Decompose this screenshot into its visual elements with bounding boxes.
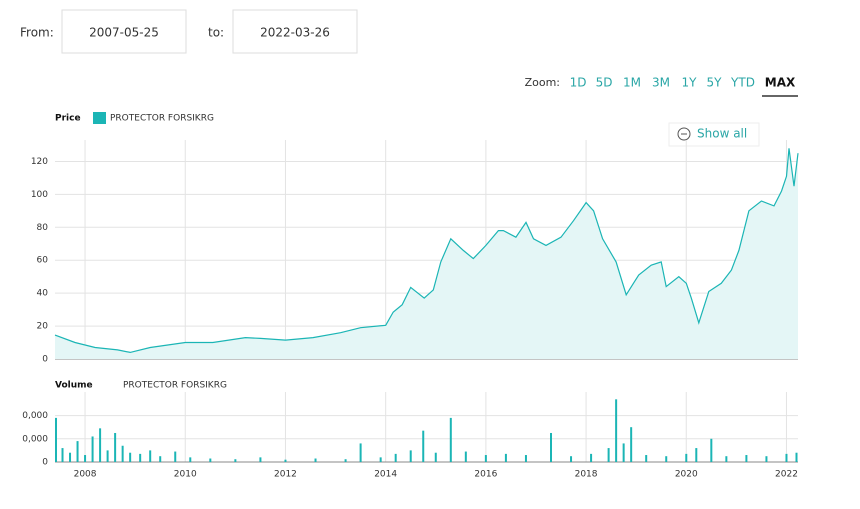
volume-bar bbox=[785, 453, 788, 462]
price-line bbox=[54, 148, 799, 354]
panel-title: Price bbox=[55, 114, 81, 124]
to-value[interactable]: 2022-03-26 bbox=[260, 26, 330, 40]
to-input[interactable] bbox=[232, 9, 358, 54]
volume-bar bbox=[745, 455, 748, 462]
from-value[interactable]: 2007-05-25 bbox=[89, 26, 159, 40]
panel-title: Volume bbox=[55, 381, 93, 391]
show-all[interactable]: Show all bbox=[697, 127, 747, 141]
volume-bar bbox=[61, 448, 64, 462]
x-tick-label: 2022 bbox=[775, 470, 798, 480]
x-tick-label: 2008 bbox=[74, 470, 97, 480]
volume-bar bbox=[685, 453, 688, 462]
volume-bar bbox=[615, 399, 618, 462]
volume-bar bbox=[394, 453, 397, 462]
zoom-button[interactable]: 3M bbox=[652, 76, 670, 90]
y-tick-label: 120 bbox=[31, 157, 48, 167]
volume-bar bbox=[504, 453, 507, 462]
x-tick-label: 2018 bbox=[575, 470, 598, 480]
volume-bar bbox=[129, 452, 132, 462]
y-tick-label: 0,000 bbox=[22, 434, 48, 444]
volume-bar bbox=[409, 450, 412, 462]
x-tick-label: 2016 bbox=[474, 470, 497, 480]
volume-bar bbox=[570, 456, 573, 462]
volume-bar bbox=[795, 452, 798, 462]
x-tick-label: 2012 bbox=[274, 470, 297, 480]
volume-bar bbox=[149, 450, 152, 462]
volume-bar bbox=[695, 448, 698, 462]
volume-bar bbox=[91, 436, 94, 462]
y-tick-label: 60 bbox=[37, 256, 49, 266]
zoom-button[interactable]: 1Y bbox=[682, 76, 698, 90]
zoom-label: Zoom: bbox=[525, 76, 560, 89]
volume-bar bbox=[607, 448, 610, 462]
volume-bar bbox=[344, 459, 347, 462]
volume-bar bbox=[284, 459, 287, 462]
y-tick-label: 40 bbox=[37, 289, 49, 299]
volume-bar bbox=[524, 455, 527, 462]
from-input[interactable] bbox=[61, 9, 187, 54]
zoom-button[interactable]: 5D bbox=[596, 76, 613, 90]
from-label: From: bbox=[20, 26, 54, 40]
y-tick-label: 0 bbox=[42, 355, 48, 365]
volume-bar bbox=[550, 432, 553, 462]
volume-bar bbox=[449, 417, 452, 462]
volume-bar bbox=[630, 427, 633, 462]
volume-bar bbox=[590, 453, 593, 462]
volume-bar bbox=[69, 452, 72, 462]
y-tick-label: 80 bbox=[37, 223, 49, 233]
zoom-button[interactable]: MAX bbox=[765, 76, 796, 90]
y-tick-label: 0 bbox=[42, 458, 48, 468]
show-all-button[interactable] bbox=[668, 122, 760, 147]
volume-bar bbox=[189, 457, 192, 462]
x-tick-label: 2020 bbox=[675, 470, 698, 480]
volume-bar bbox=[464, 451, 467, 462]
volume-bar bbox=[106, 450, 109, 462]
volume-bar bbox=[209, 458, 212, 462]
legend-label: PROTECTOR FORSIKRG bbox=[123, 381, 227, 391]
y-tick-label: 20 bbox=[37, 322, 49, 332]
legend-swatch bbox=[93, 112, 106, 124]
y-tick-label: 0,000 bbox=[22, 411, 48, 421]
volume-bar bbox=[725, 456, 728, 462]
volume-bar bbox=[622, 443, 625, 462]
zoom-out-icon bbox=[677, 127, 691, 141]
volume-bar bbox=[114, 432, 117, 462]
volume-bar bbox=[259, 457, 262, 462]
volume-bar bbox=[710, 438, 713, 462]
zoom-button[interactable]: 1M bbox=[623, 76, 641, 90]
to-label: to: bbox=[208, 26, 224, 40]
zoom-button[interactable]: 5Y bbox=[707, 76, 723, 90]
volume-bar bbox=[434, 452, 437, 462]
x-tick-label: 2010 bbox=[174, 470, 197, 480]
volume-bar bbox=[84, 455, 87, 462]
volume-bar bbox=[99, 428, 102, 462]
volume-bar bbox=[174, 451, 177, 462]
volume-bar bbox=[422, 430, 425, 462]
volume-bar bbox=[314, 458, 317, 462]
volume-bar bbox=[665, 456, 668, 462]
x-tick-label: 2014 bbox=[374, 470, 397, 480]
volume-bar bbox=[139, 453, 142, 462]
volume-bar bbox=[379, 457, 382, 462]
area bbox=[55, 148, 798, 359]
volume-bar bbox=[55, 417, 58, 462]
volume-bar bbox=[645, 455, 648, 462]
volume-bar bbox=[765, 456, 768, 462]
legend-label: PROTECTOR FORSIKRG bbox=[110, 114, 214, 124]
volume-bar bbox=[359, 443, 362, 462]
volume-bar bbox=[234, 459, 237, 462]
volume-bar bbox=[159, 456, 162, 462]
volume-bar bbox=[484, 455, 487, 462]
zoom-button[interactable]: 1D bbox=[570, 76, 587, 90]
y-tick-label: 100 bbox=[31, 190, 48, 200]
volume-bar bbox=[76, 441, 79, 462]
zoom-button[interactable]: YTD bbox=[730, 76, 755, 90]
volume-bar bbox=[121, 445, 124, 462]
